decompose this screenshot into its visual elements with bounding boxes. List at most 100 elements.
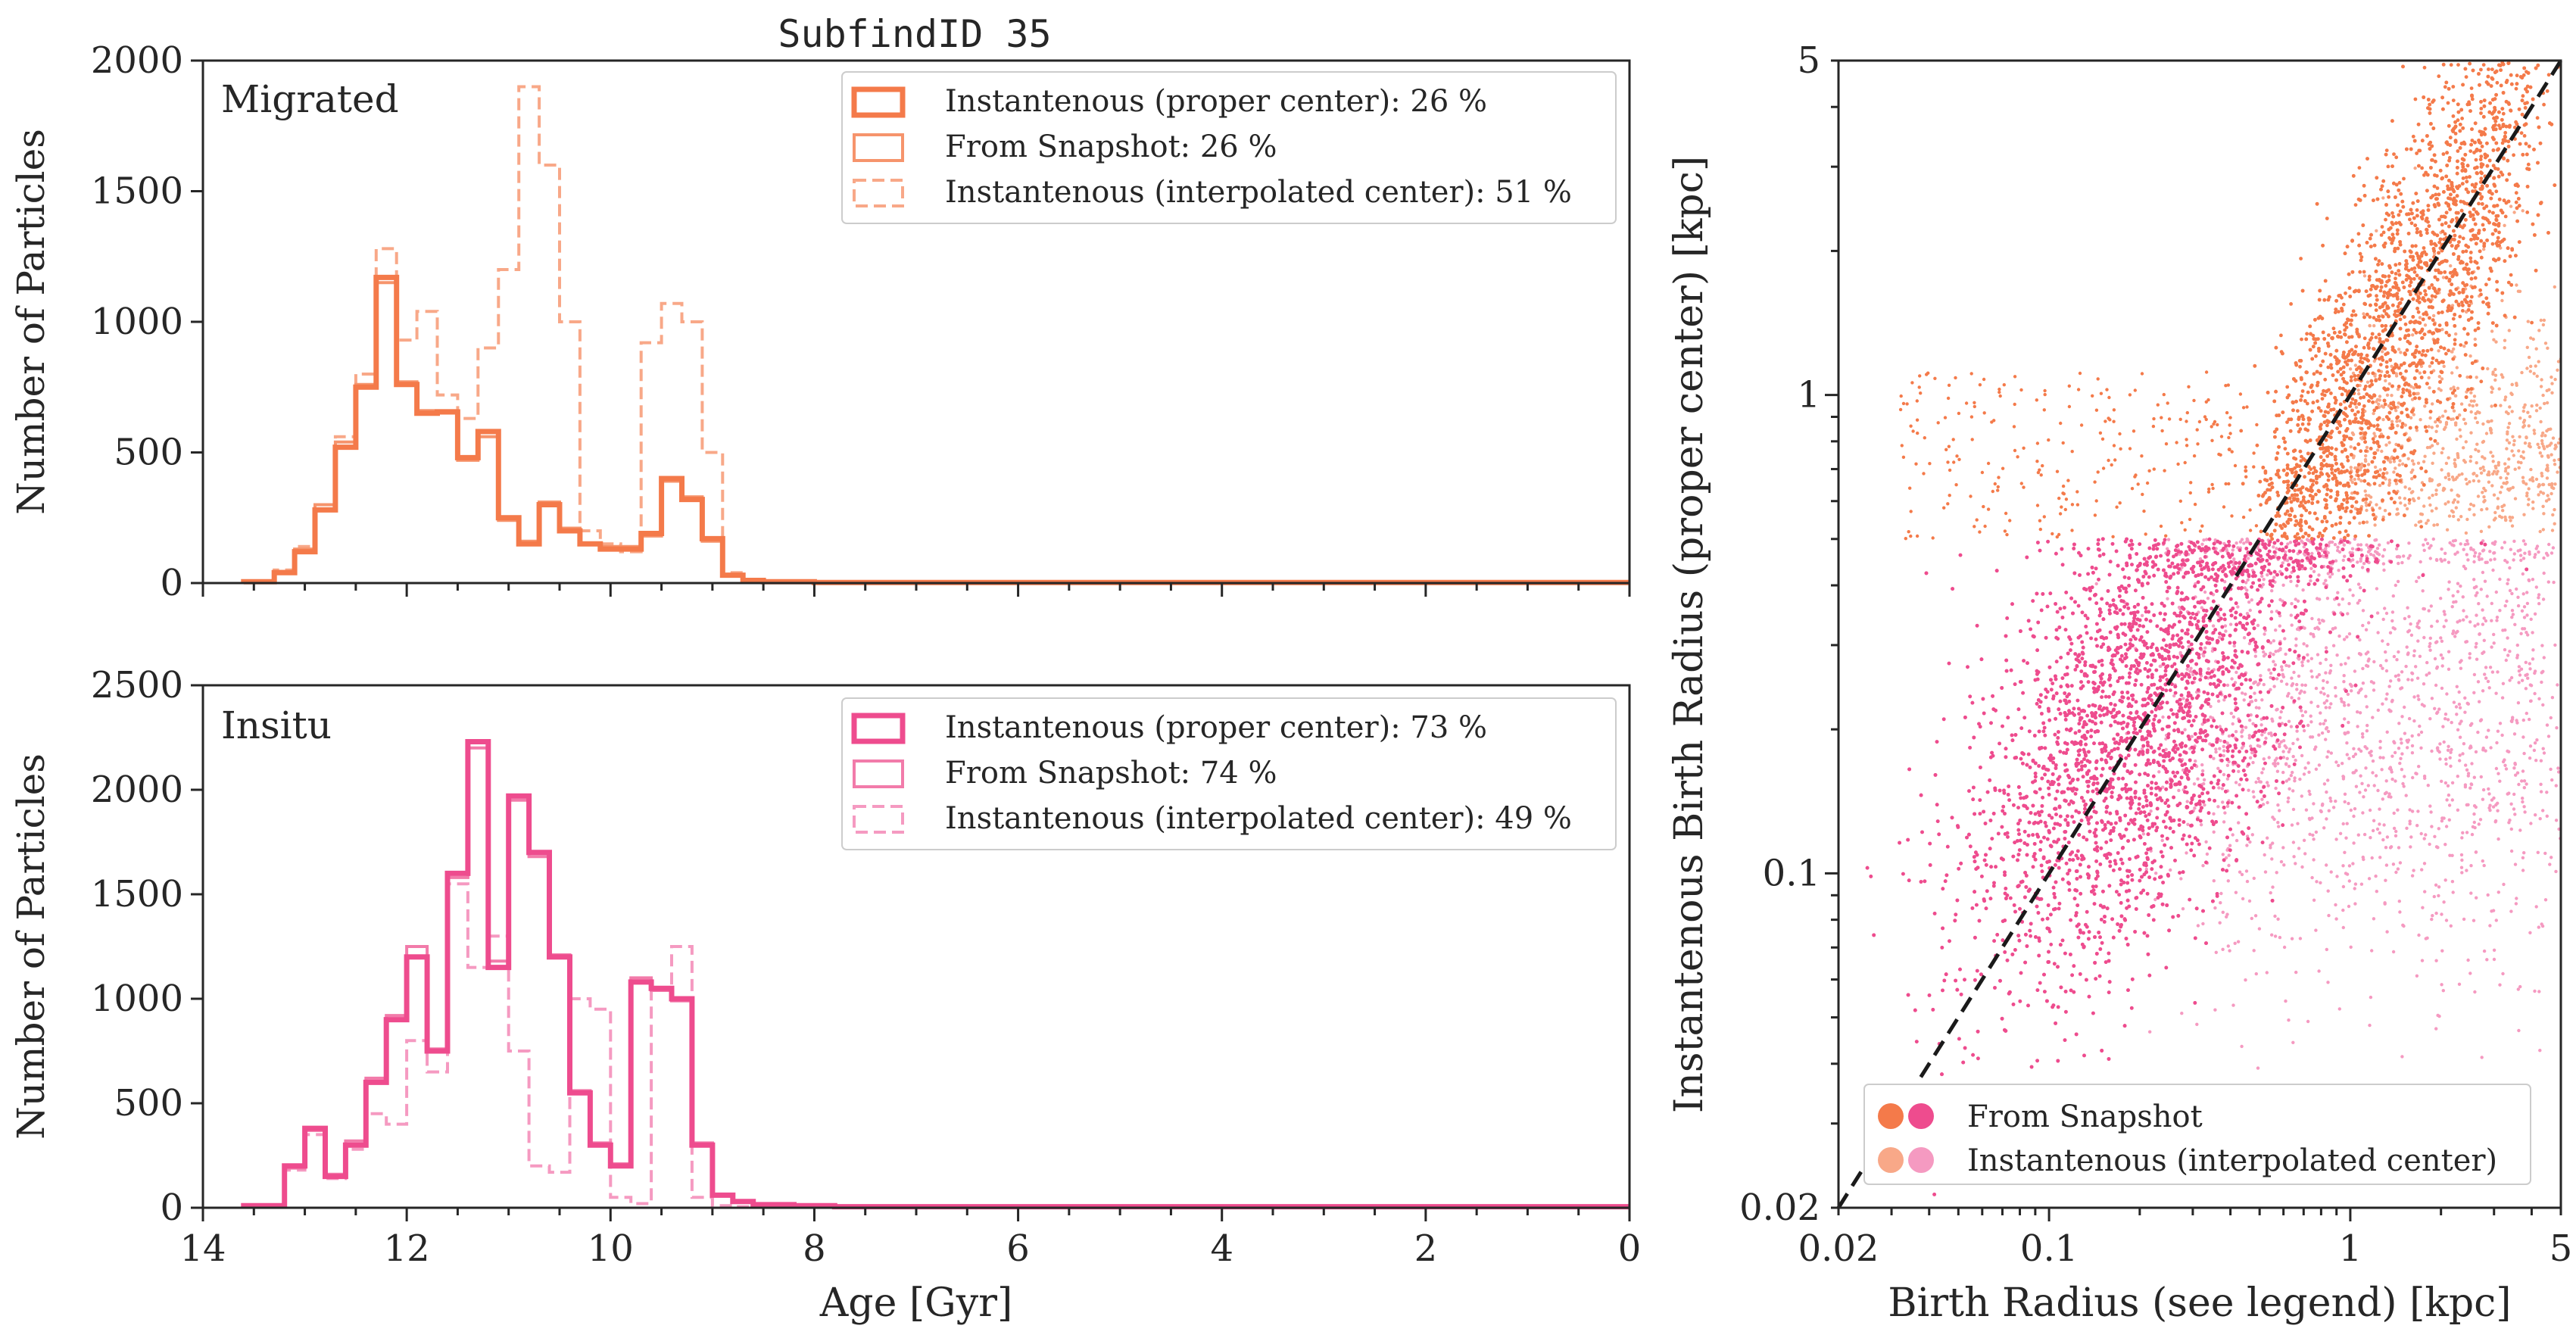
insitu-interp-point: [2514, 902, 2518, 906]
insitu-interp-point: [2443, 613, 2447, 616]
insitu-interp-point: [2273, 764, 2277, 768]
insitu-interp-point: [2291, 841, 2296, 844]
migrated-interp-point: [2415, 391, 2419, 396]
insitu-interp-point: [2347, 703, 2350, 707]
insitu-interp-point: [2281, 561, 2284, 565]
insitu-interp-point: [2456, 728, 2460, 731]
migrated-interp-point: [2383, 509, 2387, 513]
migrated-interp-point: [2395, 513, 2399, 516]
migrated-interp-point: [2478, 466, 2483, 470]
migrated-interp-point: [2512, 438, 2516, 443]
insitu-interp-point: [2291, 754, 2295, 759]
insitu-interp-point: [2242, 698, 2246, 702]
migrated-interp-point: [2468, 507, 2472, 511]
insitu-interp-point: [2341, 597, 2344, 601]
migrated-interp-point: [2458, 413, 2462, 417]
insitu-interp-point: [2179, 877, 2183, 881]
insitu-interp-point: [2346, 692, 2350, 697]
insitu-interp-point: [2234, 781, 2238, 784]
insitu-interp-point: [2482, 949, 2487, 953]
insitu-interp-point: [2275, 547, 2278, 550]
insitu-interp-point: [2528, 744, 2533, 748]
insitu-interp-point: [2221, 910, 2225, 915]
insitu-interp-point: [2353, 669, 2357, 673]
insitu-interp-point: [2400, 741, 2403, 745]
insitu-interp-point: [2276, 917, 2280, 922]
migrated-interp-point: [2499, 476, 2503, 480]
migrated-interp-point: [2430, 444, 2434, 448]
insitu-interp-point: [2330, 572, 2334, 576]
insitu-interp-point: [2345, 635, 2349, 639]
insitu-interp-point: [2370, 856, 2374, 860]
insitu-interp-point: [2539, 790, 2543, 794]
migrated-interp-point: [2503, 223, 2506, 227]
insitu-interp-point: [2397, 555, 2402, 559]
insitu-interp-point: [2554, 784, 2558, 788]
insitu-interp-point: [2434, 683, 2438, 688]
insitu-interp-point: [2312, 802, 2316, 806]
insitu-interp-point: [2243, 586, 2247, 590]
insitu-interp-point: [2226, 879, 2230, 883]
migrated-interp-point: [2521, 479, 2525, 483]
insitu-interp-point: [2422, 607, 2426, 611]
insitu-interp-point: [2308, 818, 2312, 822]
migrated-interp-point: [2453, 498, 2456, 502]
migrated-interp-point: [2434, 420, 2437, 424]
insitu-interp-point: [2322, 782, 2327, 786]
migrated-y-tick-label: 0: [160, 562, 183, 604]
insitu-interp-point: [2261, 582, 2266, 587]
insitu-interp-point: [2531, 648, 2535, 652]
migrated-interp-point: [2406, 457, 2410, 460]
insitu-interp-point: [2472, 691, 2476, 694]
migrated-interp-point: [2512, 454, 2515, 457]
insitu-interp-point: [2272, 545, 2275, 549]
insitu-interp-point: [2516, 604, 2521, 608]
insitu-interp-point: [2528, 552, 2531, 556]
insitu-interp-point: [2365, 723, 2369, 728]
insitu-interp-point: [2521, 572, 2525, 576]
insitu-interp-point: [2522, 779, 2527, 783]
insitu-interp-point: [2417, 697, 2421, 701]
migrated-interp-point: [2490, 390, 2493, 395]
insitu-interp-point: [2509, 849, 2514, 853]
insitu-interp-point: [2428, 842, 2431, 847]
insitu-interp-point: [2222, 744, 2225, 748]
insitu-interp-point: [2447, 588, 2450, 591]
migrated-interp-point: [2554, 444, 2558, 449]
insitu-interp-point: [2446, 784, 2450, 788]
insitu-interp-point: [2205, 852, 2210, 856]
insitu-interp-point: [2533, 741, 2537, 745]
migrated-interp-point: [2422, 504, 2426, 508]
insitu-interp-point: [2361, 609, 2365, 613]
insitu-interp-point: [2517, 665, 2521, 669]
insitu-interp-point: [2542, 556, 2546, 560]
migrated-interp-point: [2503, 469, 2508, 473]
insitu-interp-point: [2247, 641, 2252, 646]
insitu-interp-point: [2148, 1030, 2152, 1034]
insitu-interp-point: [2351, 771, 2355, 775]
migrated-legend-swatch-snapshot: [853, 133, 904, 162]
insitu-interp-point: [2339, 663, 2343, 666]
insitu-interp-point: [2472, 919, 2476, 922]
insitu-interp-point: [2320, 731, 2325, 735]
migrated-interp-point: [2525, 482, 2528, 486]
migrated-interp-point: [2450, 475, 2455, 479]
insitu-interp-point: [2289, 773, 2293, 778]
insitu-interp-point: [2475, 896, 2478, 900]
insitu-interp-point: [2468, 620, 2472, 624]
insitu-interp-point: [2353, 806, 2357, 811]
insitu-legend-interp: Instantenous (interpolated center): 49 %: [945, 801, 1572, 836]
insitu-interp-point: [2369, 750, 2373, 753]
insitu-interp-point: [2221, 853, 2225, 856]
migrated-interp-point: [2475, 461, 2478, 465]
insitu-interp-point: [2269, 610, 2274, 614]
insitu-interp-point: [2493, 820, 2497, 824]
insitu-interp-point: [2410, 744, 2415, 748]
migrated-interp-point: [2472, 472, 2476, 476]
migrated-interp-point: [2475, 442, 2479, 446]
insitu-interp-point: [2271, 816, 2275, 819]
insitu-interp-point: [2462, 917, 2466, 922]
insitu-interp-point: [2267, 756, 2271, 759]
migrated-interp-point: [2490, 329, 2494, 333]
insitu-interp-point: [2214, 747, 2218, 751]
